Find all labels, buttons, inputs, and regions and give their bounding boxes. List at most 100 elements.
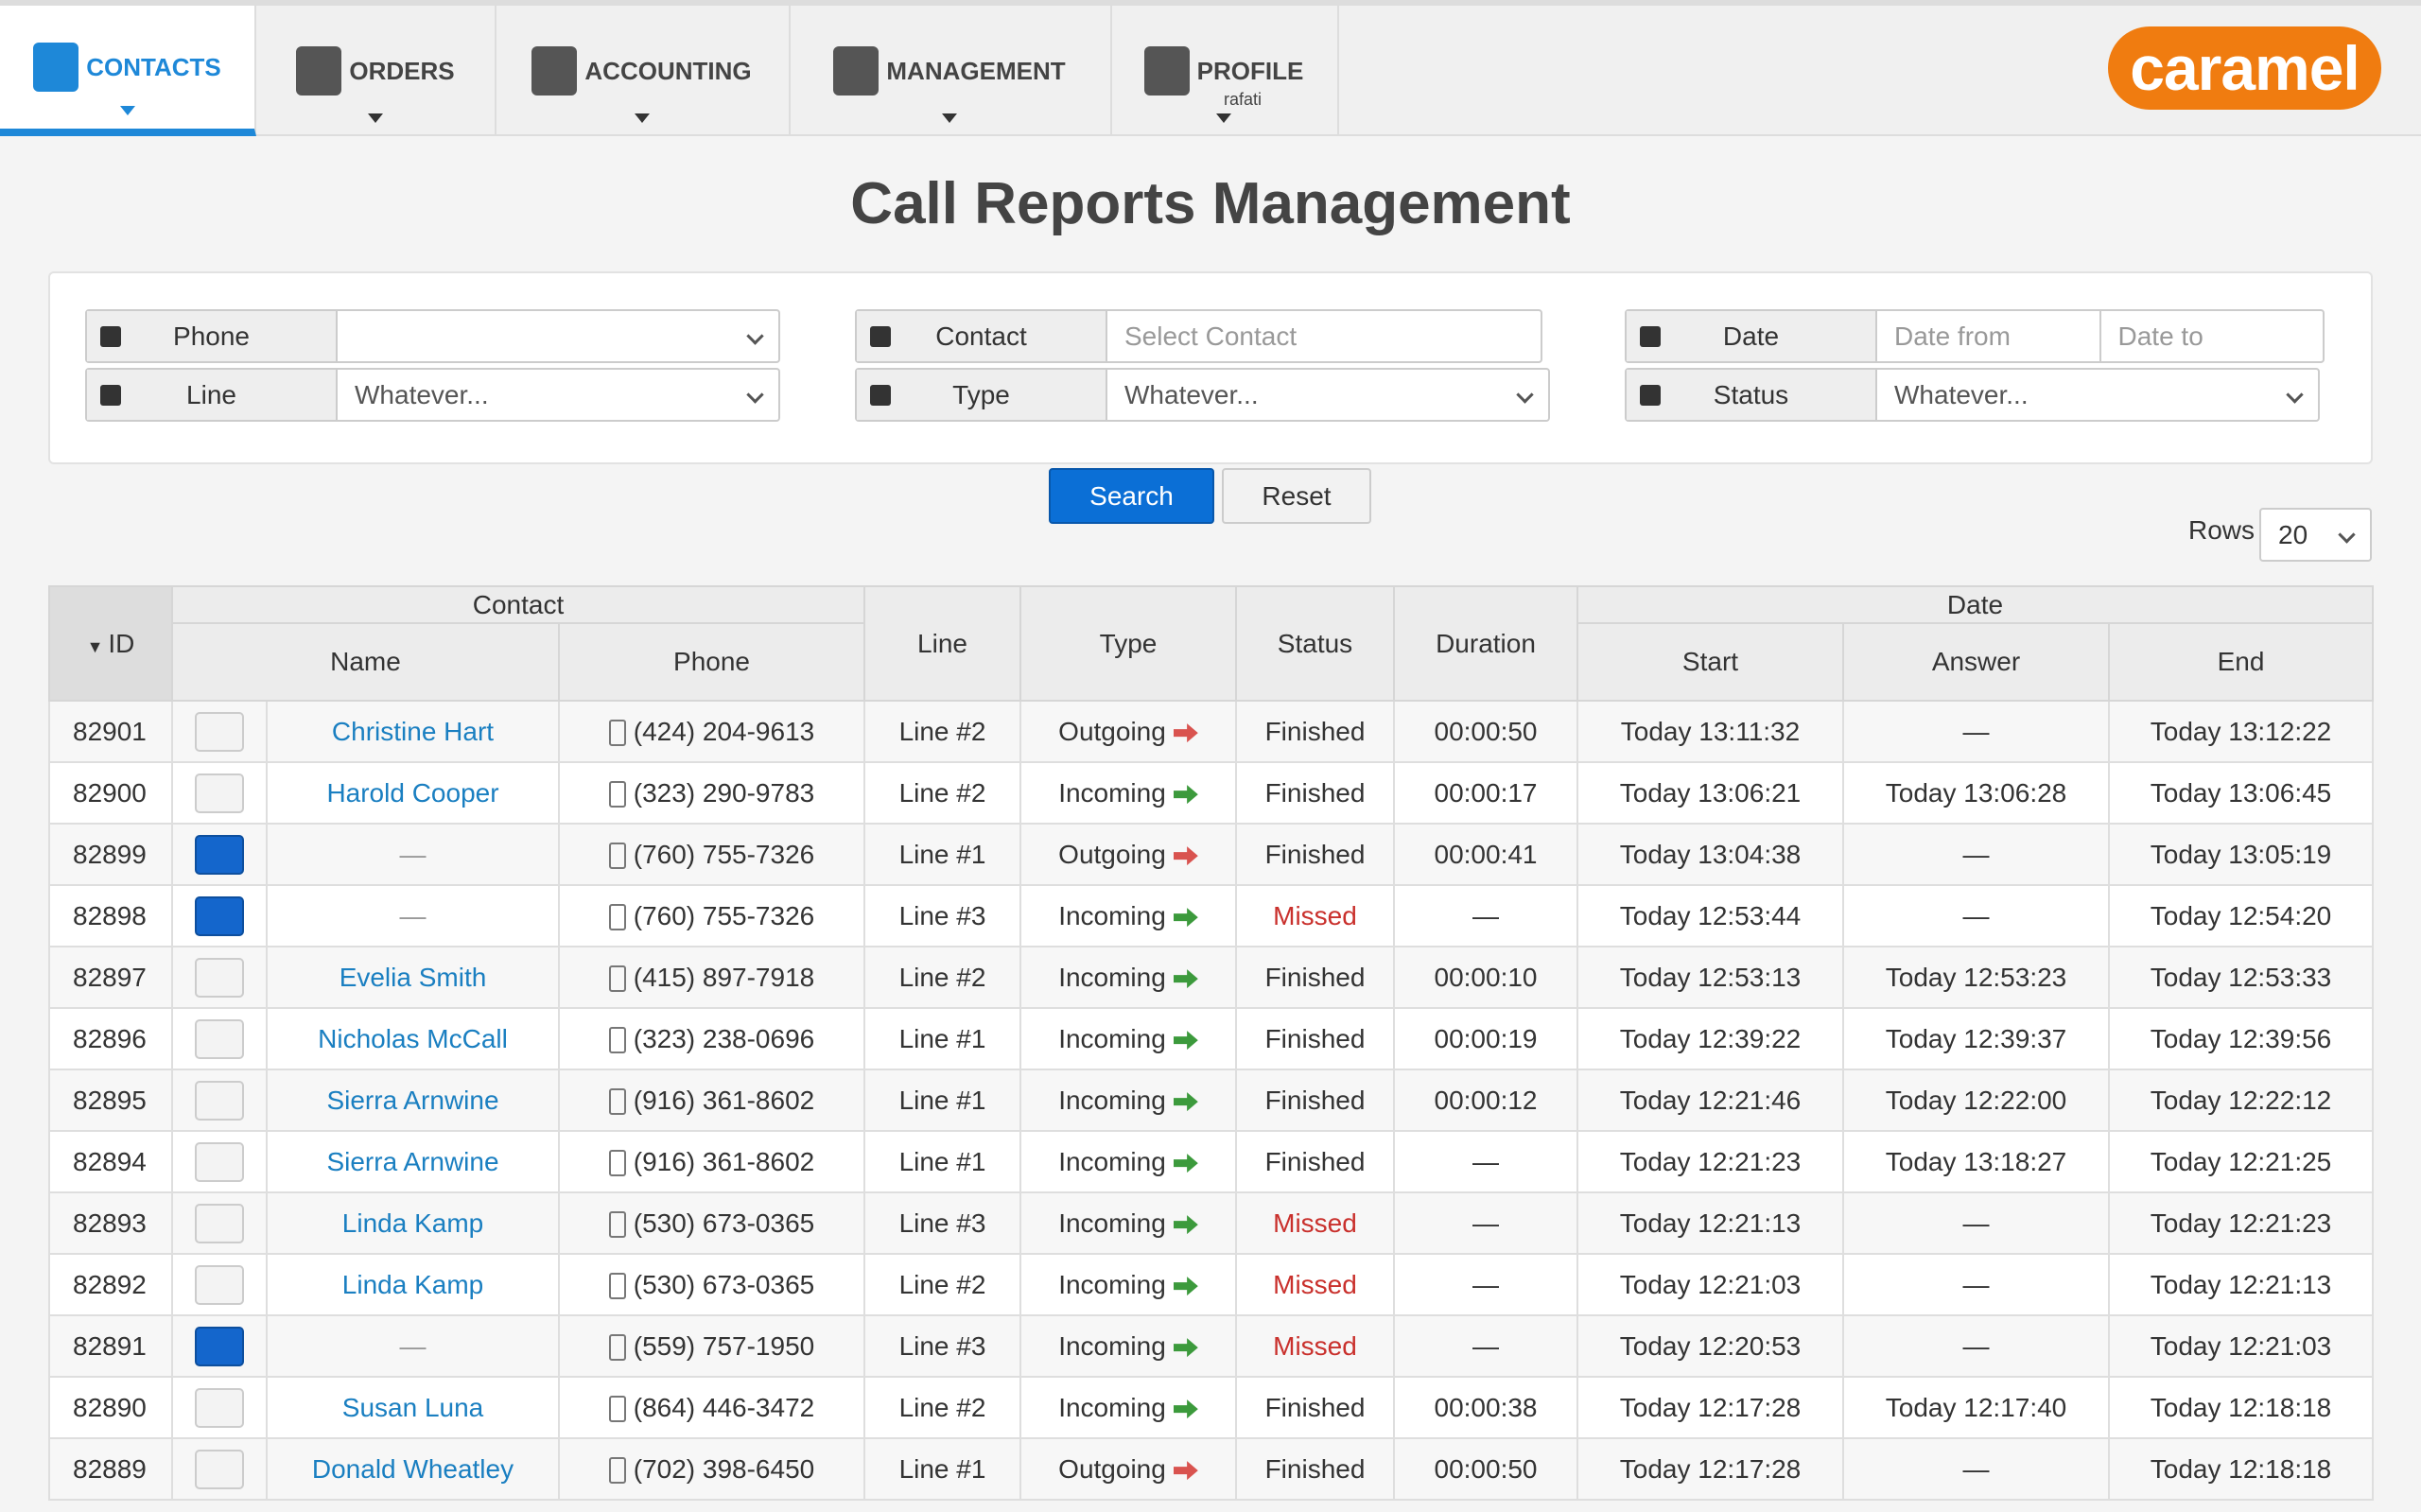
logo[interactable]: caramel: [2108, 26, 2381, 110]
filter-input[interactable]: Whatever...: [1107, 370, 1548, 420]
phone: (916) 361-8602: [633, 1146, 815, 1176]
table-row: 82892 Linda Kamp (530) 673-0365 Line #2 Inco…: [48, 1253, 2374, 1316]
contact-button[interactable]: [195, 834, 244, 875]
cell-end: Today 13:05:19: [2108, 823, 2374, 886]
cell-line: Line #1: [863, 1437, 1021, 1501]
table-row: 82890 Susan Luna (864) 446-3472 Line #2 Inco…: [48, 1376, 2374, 1439]
type-arrow: [1173, 908, 1198, 928]
contact-link[interactable]: Sierra Arnwine: [326, 1085, 499, 1115]
cell-duration: 00:00:50: [1393, 1437, 1578, 1501]
contact-button[interactable]: [195, 711, 244, 752]
nav-icon: [296, 46, 342, 96]
cell-type: Incoming: [1019, 1069, 1237, 1132]
contact-link[interactable]: Sierra Arnwine: [326, 1146, 499, 1176]
cell-id: 82892: [48, 1253, 173, 1316]
contact-link[interactable]: Linda Kamp: [341, 1269, 484, 1299]
filter-input[interactable]: Whatever...: [338, 370, 778, 420]
nav-tab[interactable]: PROFILE rafati: [1110, 6, 1339, 136]
phone: (864) 446-3472: [633, 1392, 815, 1422]
cell-action: [171, 1314, 268, 1378]
nav-bar: CONTACTS ORDERS ACCOUNTING MANAGEMENT PROFIL…: [0, 0, 2421, 136]
contact-link[interactable]: Nicholas McCall: [318, 1023, 508, 1053]
header-row: Name Phone Start Answer End: [49, 622, 2374, 702]
cell-name: Susan Luna: [266, 1376, 560, 1439]
phone: (530) 673-0365: [633, 1269, 815, 1299]
type: Incoming: [1058, 1392, 1166, 1422]
filter-label: Contact: [857, 311, 1107, 361]
contact-link[interactable]: Linda Kamp: [341, 1208, 484, 1238]
cell-duration: 00:00:19: [1393, 1007, 1578, 1070]
cell-status: Finished: [1235, 1007, 1395, 1070]
phone-icon: [608, 720, 626, 747]
cell-name: Harold Cooper: [266, 761, 560, 825]
nav-tab[interactable]: ORDERS: [256, 6, 496, 136]
cell-type: Outgoing: [1019, 823, 1237, 886]
contact-button[interactable]: [195, 1203, 244, 1243]
cell-answer: Today 12:39:37: [1842, 1007, 2110, 1070]
phone-icon: [608, 1027, 626, 1054]
contact-button[interactable]: [195, 1018, 244, 1059]
phone: (559) 757-1950: [633, 1330, 815, 1361]
cell-status: Missed: [1235, 884, 1395, 947]
cell-phone: (864) 446-3472: [558, 1376, 865, 1439]
cell-line: Line #3: [863, 1314, 1021, 1378]
contact-button[interactable]: [195, 1387, 244, 1428]
cell-phone: (424) 204-9613: [558, 700, 865, 763]
header-cell: Answer: [1842, 622, 2110, 702]
header-cell[interactable]: ▼ ID: [48, 585, 173, 702]
cell-duration: 00:00:41: [1393, 823, 1578, 886]
filter-input[interactable]: [338, 311, 778, 361]
contact-button[interactable]: [195, 895, 244, 936]
cell-answer: —: [1842, 1314, 2110, 1378]
nav-tab[interactable]: MANAGEMENT: [789, 6, 1112, 136]
nav-tab[interactable]: ACCOUNTING: [495, 6, 791, 136]
search-button[interactable]: Search: [1049, 468, 1214, 524]
contact-button[interactable]: [195, 1264, 244, 1305]
contact-button[interactable]: [195, 1449, 244, 1489]
reset-button[interactable]: Reset: [1222, 468, 1371, 524]
contact-button[interactable]: [195, 1326, 244, 1366]
cell-status: Finished: [1235, 761, 1395, 825]
cell-start: Today 12:21:03: [1576, 1253, 1844, 1316]
contact-button[interactable]: [195, 1080, 244, 1121]
type-arrow: [1173, 846, 1198, 866]
type: Outgoing: [1058, 839, 1166, 869]
cell-answer: Today 12:22:00: [1842, 1069, 2110, 1132]
caret: [119, 106, 135, 115]
caret: [1216, 113, 1231, 123]
filter-input[interactable]: Date to: [2099, 311, 2324, 361]
cell-type: Incoming: [1019, 1191, 1237, 1255]
cell-action: [171, 1069, 268, 1132]
contact-button[interactable]: [195, 773, 244, 813]
contact-link[interactable]: Evelia Smith: [339, 962, 487, 992]
rows-select[interactable]: 20: [2259, 508, 2372, 562]
contact-button[interactable]: [195, 1141, 244, 1182]
filter-input[interactable]: Whatever...: [1877, 370, 2318, 420]
cell-line: Line #2: [863, 761, 1021, 825]
contact-link[interactable]: Donald Wheatley: [311, 1453, 514, 1484]
cell-type: Incoming: [1019, 884, 1237, 947]
cell-action: [171, 946, 268, 1009]
cell-action: [171, 823, 268, 886]
cell-type: Outgoing: [1019, 1437, 1237, 1501]
contact-button[interactable]: [195, 957, 244, 998]
type-arrow: [1173, 1277, 1198, 1296]
cell-answer: Today 13:18:27: [1842, 1130, 2110, 1193]
table-row: 82891 — (559) 757-1950 Line #3 Incoming Misse…: [48, 1314, 2374, 1378]
table-row: 82900 Harold Cooper (323) 290-9783 Line #2 I…: [48, 761, 2374, 825]
filter-input[interactable]: Select Contact: [1124, 321, 1298, 351]
phone: (702) 398-6450: [633, 1453, 815, 1484]
cell-duration: —: [1393, 1314, 1578, 1378]
nav-label: MANAGEMENT: [886, 56, 1066, 85]
contact-link[interactable]: Susan Luna: [341, 1392, 484, 1422]
contact-link[interactable]: Christine Hart: [331, 716, 495, 746]
filter-input[interactable]: Date from: [1894, 321, 2011, 351]
phone-icon: [608, 904, 626, 931]
nav-tab[interactable]: CONTACTS: [0, 6, 256, 136]
cell-duration: 00:00:17: [1393, 761, 1578, 825]
phone-icon: [608, 1088, 626, 1116]
phone-icon: [608, 843, 626, 870]
cell-action: [171, 1191, 268, 1255]
cell-start: Today 12:21:23: [1576, 1130, 1844, 1193]
contact-link[interactable]: Harold Cooper: [326, 777, 499, 808]
